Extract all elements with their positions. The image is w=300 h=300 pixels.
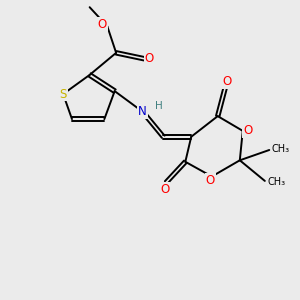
Text: O: O	[98, 18, 106, 32]
Text: H: H	[155, 101, 163, 111]
Text: S: S	[59, 88, 67, 100]
Text: CH₃: CH₃	[267, 177, 285, 188]
Text: O: O	[222, 75, 231, 88]
Text: CH₃: CH₃	[272, 143, 290, 154]
Text: O: O	[145, 52, 154, 65]
Text: O: O	[243, 124, 253, 137]
Text: O: O	[160, 183, 169, 196]
Text: O: O	[206, 174, 215, 188]
Text: N: N	[138, 105, 147, 118]
